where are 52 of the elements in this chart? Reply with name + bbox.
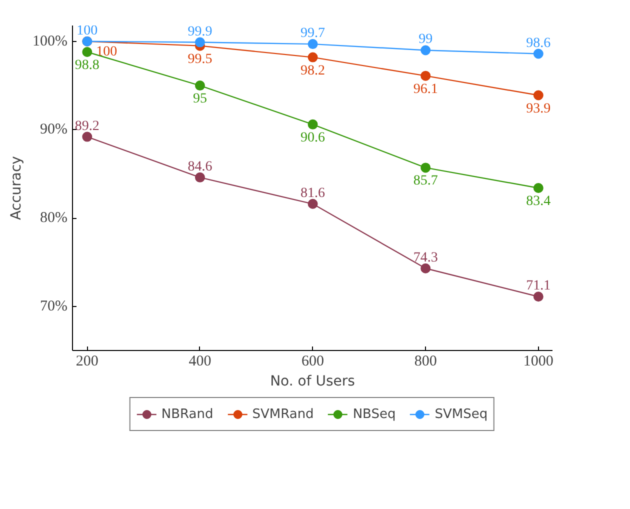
y-axis-title: Accuracy — [8, 156, 25, 220]
point — [308, 198, 318, 209]
point — [194, 37, 205, 48]
data-label: 99.7 — [300, 26, 326, 42]
point — [308, 119, 318, 130]
x-tick-label: 1000 — [523, 354, 554, 370]
data-label: 99 — [418, 32, 433, 48]
data-label: 95 — [192, 92, 207, 107]
legend-label: SVMRand — [252, 406, 314, 422]
point — [82, 47, 92, 57]
x-tick-label: 400 — [188, 354, 212, 370]
y-tick-label: 80% — [40, 210, 68, 226]
legend-label: NBSeq — [352, 406, 396, 422]
point — [420, 263, 431, 274]
point — [194, 172, 205, 182]
data-label: 98.2 — [300, 63, 326, 78]
point — [533, 48, 544, 59]
data-label: 96.1 — [413, 82, 438, 97]
data-label: 100 — [96, 44, 118, 60]
point — [308, 52, 318, 62]
legend-label: NBRand — [161, 406, 214, 422]
data-label: 74.3 — [413, 250, 438, 266]
data-label: 98.6 — [526, 36, 551, 51]
data-label: 90.6 — [300, 130, 326, 146]
x-axis-title: No. of Users — [270, 374, 355, 390]
data-label: 93.9 — [526, 101, 551, 116]
x-tick-label: 200 — [76, 354, 98, 370]
point — [420, 162, 431, 173]
point — [82, 132, 92, 142]
data-label: 98.8 — [74, 58, 100, 73]
x-tick-label: 600 — [302, 354, 324, 370]
data-label: 83.4 — [526, 194, 551, 209]
data-label: 89.2 — [74, 118, 100, 134]
legend-label: SVMSeq — [434, 406, 488, 422]
point — [533, 292, 544, 302]
data-label: 71.1 — [526, 278, 551, 294]
x-tick-label: 800 — [414, 354, 437, 370]
data-label: 85.7 — [413, 174, 438, 189]
point — [308, 39, 318, 50]
point — [420, 45, 431, 56]
point — [420, 70, 431, 81]
y-tick-label: 70% — [40, 298, 68, 314]
point — [194, 80, 205, 91]
y-tick-label: 90% — [40, 122, 68, 138]
data-label: 100 — [76, 23, 98, 38]
data-label: 99.9 — [188, 24, 212, 40]
point — [533, 90, 544, 100]
point — [533, 183, 544, 193]
data-label: 84.6 — [188, 159, 212, 174]
data-label: 81.6 — [300, 186, 326, 201]
y-tick-label: 100% — [32, 33, 68, 50]
data-label: 99.5 — [188, 52, 212, 67]
